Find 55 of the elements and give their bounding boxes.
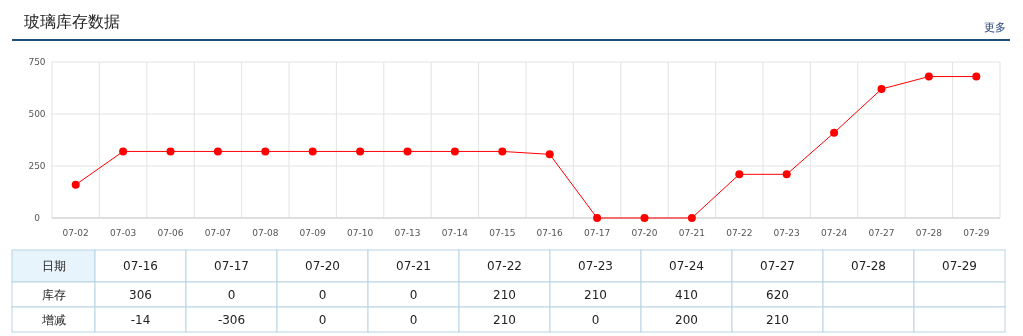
category-label: 07-20 [305,259,340,273]
x-tick-label: 07-21 [678,228,705,238]
text: 200 [675,312,698,327]
text: 210 [584,287,607,302]
text: 210 [766,312,789,327]
x-tick-label: 07-14 [441,228,469,238]
x-tick-label: 07-02 [62,228,89,238]
chart-title: 玻璃库存数据 [24,12,120,31]
text: 库存 [41,287,66,302]
x-tick-label: 07-23 [773,228,800,238]
category-label: 07-16 [123,259,158,273]
category-label: 07-23 [578,259,613,273]
text: -14 [130,312,151,327]
text: 410 [675,287,698,302]
x-tick-label: 07-09 [299,228,327,238]
x-tick-label: 07-10 [347,228,374,238]
text: 210 [493,287,516,302]
x-tick-label: 07-27 [868,228,895,238]
x-tick-label: 07-08 [252,228,279,238]
category-label: 07-28 [851,259,886,273]
x-tick-label: 07-22 [726,228,753,238]
category-label: 07-29 [942,259,977,273]
x-tick-label: 07-16 [536,228,564,238]
text: 0 [409,312,418,327]
text: 0 [227,287,236,302]
text: 更多 [984,21,1006,34]
x-tick-label: 07-03 [110,228,137,238]
category-label: 07-22 [487,259,522,273]
x-tick-label: 07-06 [157,228,184,238]
text: 210 [493,312,516,327]
category-label: 07-17 [214,259,249,273]
y-tick-label: 500 [28,109,46,119]
x-tick-label: 07-17 [584,228,611,238]
x-tick-label: 07-20 [631,228,658,238]
text: 0 [409,287,418,302]
x-tick-label: 07-24 [821,228,848,238]
x-tick-label: 07-15 [489,228,516,238]
text: 0 [591,312,600,327]
y-tick-label: 0 [34,213,41,223]
x-tick-label: 07-13 [394,228,421,238]
x-tick-label: 07-28 [915,228,943,238]
text: -306 [217,312,246,327]
x-axis-title: 日期 [41,259,66,273]
text: 0 [318,312,327,327]
x-tick-label: 07-29 [963,228,990,238]
text: 0 [318,287,327,302]
category-label: 07-27 [760,259,795,273]
y-tick-label: 750 [28,57,46,67]
category-label: 07-21 [396,259,431,273]
x-tick-label: 07-07 [204,228,231,238]
text: 306 [129,287,152,302]
text: 增减 [40,312,66,327]
category-label: 07-24 [669,259,704,273]
y-tick-label: 250 [28,161,46,171]
text: 620 [766,287,789,302]
